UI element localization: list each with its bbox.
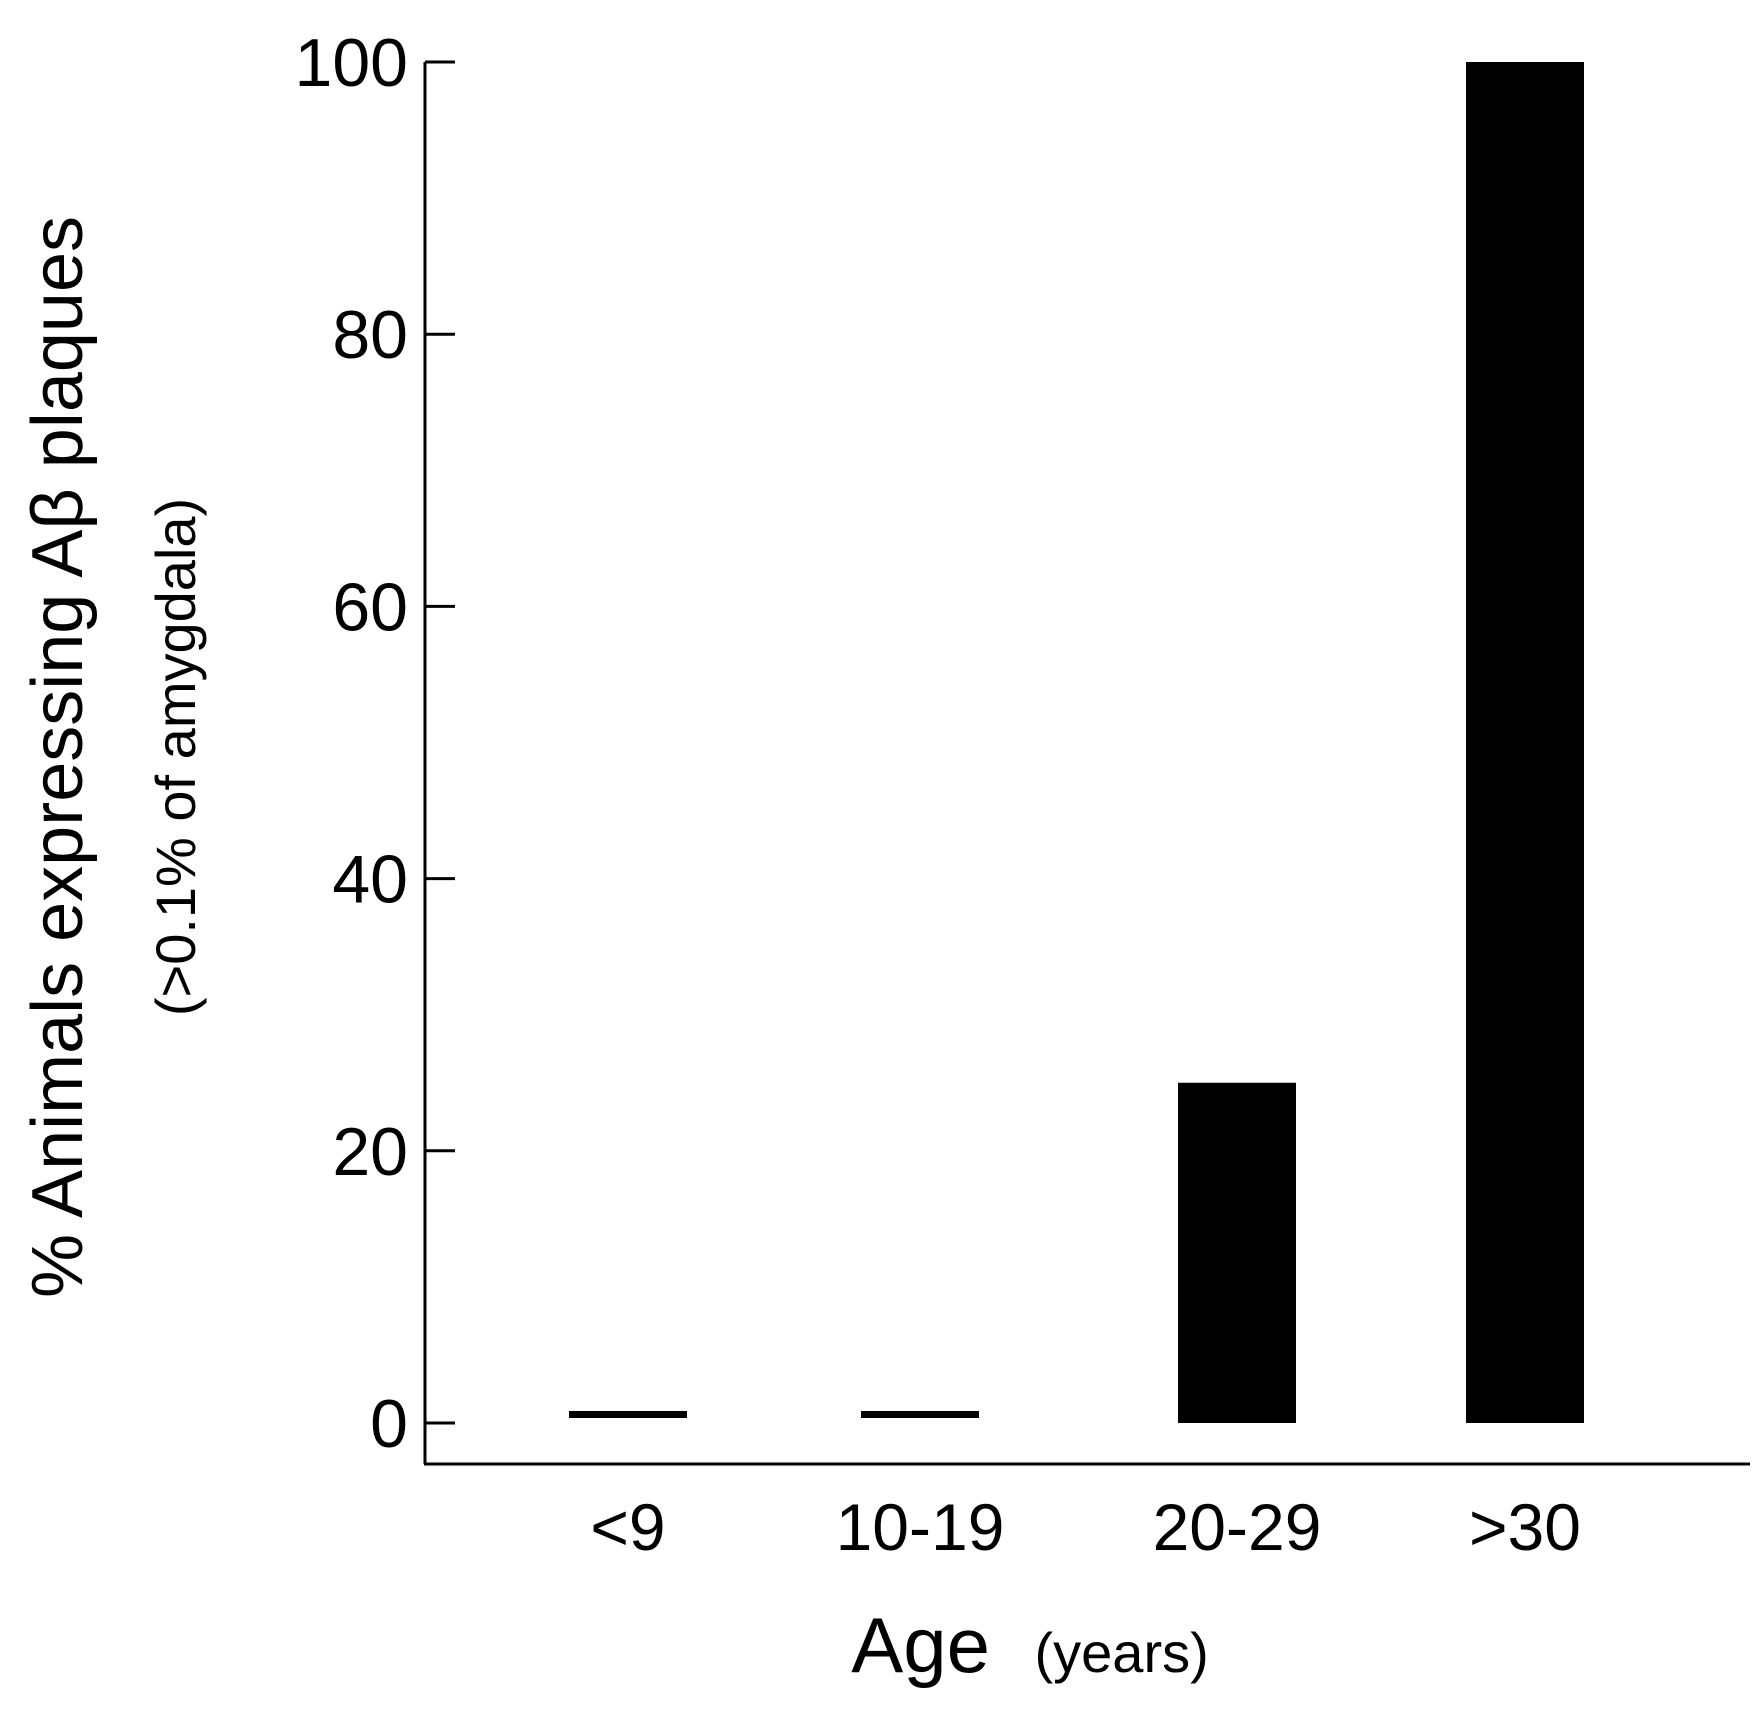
y-tick-label: 100	[295, 25, 408, 101]
bars	[569, 62, 1584, 1423]
x-tick-label: 10-19	[836, 1490, 1005, 1564]
bar	[1466, 62, 1584, 1423]
x-axis-label-group: Age (years)	[851, 1601, 1208, 1689]
y-axis-label: % Animals expressing Aβ plaques	[18, 216, 98, 1298]
y-tick-label: 40	[332, 842, 408, 918]
y-axis-sublabel: (>0.1% of amygdala)	[144, 498, 207, 1016]
y-tick-label: 20	[332, 1114, 408, 1190]
x-axis-label-unit: (years)	[1035, 1621, 1209, 1684]
x-tick-label: <9	[590, 1490, 665, 1564]
y-tick-label: 80	[332, 297, 408, 373]
bar	[861, 1411, 979, 1418]
y-tick-label: 0	[370, 1386, 408, 1462]
bar	[1178, 1082, 1296, 1423]
x-tick-label: 20-29	[1153, 1490, 1322, 1564]
x-tick-label: >30	[1469, 1490, 1581, 1564]
bar	[569, 1411, 687, 1418]
x-axis-tick-labels: <9 10-19 20-29 >30	[590, 1490, 1581, 1564]
x-axis-label: Age	[851, 1601, 990, 1689]
y-axis-ticks: 0 20 40 60 80 100	[295, 25, 455, 1462]
y-tick-label: 60	[332, 569, 408, 645]
